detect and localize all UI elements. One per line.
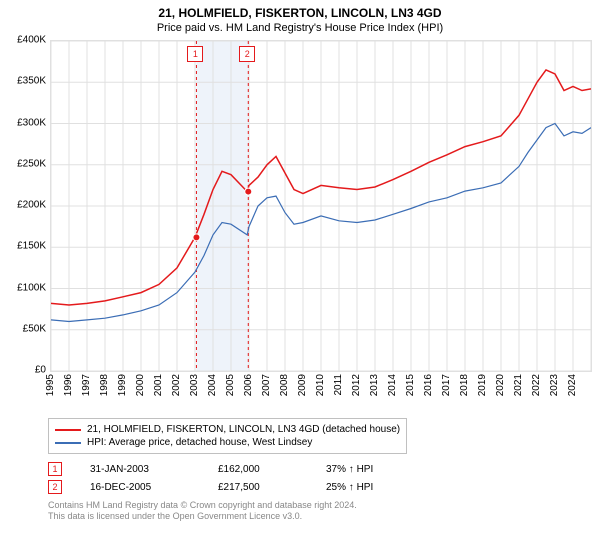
event-date: 31-JAN-2003	[90, 464, 190, 475]
legend: 21, HOLMFIELD, FISKERTON, LINCOLN, LN3 4…	[48, 418, 407, 454]
y-axis-tick-label: £250K	[8, 158, 46, 169]
y-axis-tick-label: £200K	[8, 200, 46, 211]
event-price: £162,000	[218, 464, 298, 475]
event-pct: 37% ↑ HPI	[326, 464, 373, 475]
x-axis-tick-label: 1998	[99, 374, 110, 396]
x-axis-tick-label: 2023	[549, 374, 560, 396]
x-axis-tick-label: 2017	[441, 374, 452, 396]
x-axis-tick-label: 2015	[405, 374, 416, 396]
chart-plot	[50, 40, 592, 372]
y-axis-tick-label: £350K	[8, 76, 46, 87]
legend-label: 21, HOLMFIELD, FISKERTON, LINCOLN, LN3 4…	[87, 424, 400, 435]
x-axis-tick-label: 2011	[333, 374, 344, 396]
x-axis-tick-label: 1997	[81, 374, 92, 396]
x-axis-tick-label: 2018	[459, 374, 470, 396]
legend-item: 21, HOLMFIELD, FISKERTON, LINCOLN, LN3 4…	[55, 423, 400, 436]
event-marker-box: 1	[187, 46, 203, 62]
x-axis-tick-label: 2010	[315, 374, 326, 396]
event-marker-box: 2	[239, 46, 255, 62]
event-marker-list: 1 31-JAN-2003 £162,000 37% ↑ HPI 2 16-DEC-200…	[48, 460, 592, 496]
x-axis-tick-label: 1995	[45, 374, 56, 396]
x-axis-tick-label: 2013	[369, 374, 380, 396]
x-axis-tick-label: 2009	[297, 374, 308, 396]
event-pct: 25% ↑ HPI	[326, 482, 373, 493]
footer-line: This data is licensed under the Open Gov…	[48, 511, 592, 522]
x-axis-tick-label: 1996	[63, 374, 74, 396]
legend-swatch	[55, 429, 81, 431]
x-axis-tick-label: 2008	[279, 374, 290, 396]
event-date: 16-DEC-2005	[90, 482, 190, 493]
x-axis-tick-label: 2021	[513, 374, 524, 396]
event-number-badge: 1	[48, 462, 62, 476]
event-number-badge: 2	[48, 480, 62, 494]
x-axis-tick-label: 2006	[243, 374, 254, 396]
x-axis-tick-label: 1999	[117, 374, 128, 396]
x-axis-tick-label: 2007	[261, 374, 272, 396]
y-axis-tick-label: £150K	[8, 241, 46, 252]
y-axis-tick-label: £400K	[8, 35, 46, 46]
legend-label: HPI: Average price, detached house, West…	[87, 437, 312, 448]
legend-item: HPI: Average price, detached house, West…	[55, 436, 400, 449]
y-axis-tick-label: £0	[8, 365, 46, 376]
x-axis-tick-label: 2024	[567, 374, 578, 396]
x-axis-tick-label: 2004	[207, 374, 218, 396]
x-axis-tick-label: 2001	[153, 374, 164, 396]
legend-swatch	[55, 442, 81, 444]
footer-line: Contains HM Land Registry data © Crown c…	[48, 500, 592, 511]
event-price: £217,500	[218, 482, 298, 493]
x-axis-tick-label: 2016	[423, 374, 434, 396]
event-detail-row: 2 16-DEC-2005 £217,500 25% ↑ HPI	[48, 478, 592, 496]
page-subtitle: Price paid vs. HM Land Registry's House …	[8, 22, 592, 34]
y-axis-tick-label: £300K	[8, 117, 46, 128]
x-axis-tick-label: 2014	[387, 374, 398, 396]
x-axis-tick-label: 2019	[477, 374, 488, 396]
x-axis-tick-label: 2003	[189, 374, 200, 396]
x-axis-tick-label: 2022	[531, 374, 542, 396]
x-axis-tick-label: 2020	[495, 374, 506, 396]
event-detail-row: 1 31-JAN-2003 £162,000 37% ↑ HPI	[48, 460, 592, 478]
y-axis-tick-label: £50K	[8, 323, 46, 334]
x-axis-tick-label: 2012	[351, 374, 362, 396]
x-axis-tick-label: 2000	[135, 374, 146, 396]
x-axis-tick-label: 2005	[225, 374, 236, 396]
page-title: 21, HOLMFIELD, FISKERTON, LINCOLN, LN3 4…	[8, 6, 592, 20]
footer-attribution: Contains HM Land Registry data © Crown c…	[48, 500, 592, 523]
y-axis-tick-label: £100K	[8, 282, 46, 293]
x-axis-tick-label: 2002	[171, 374, 182, 396]
